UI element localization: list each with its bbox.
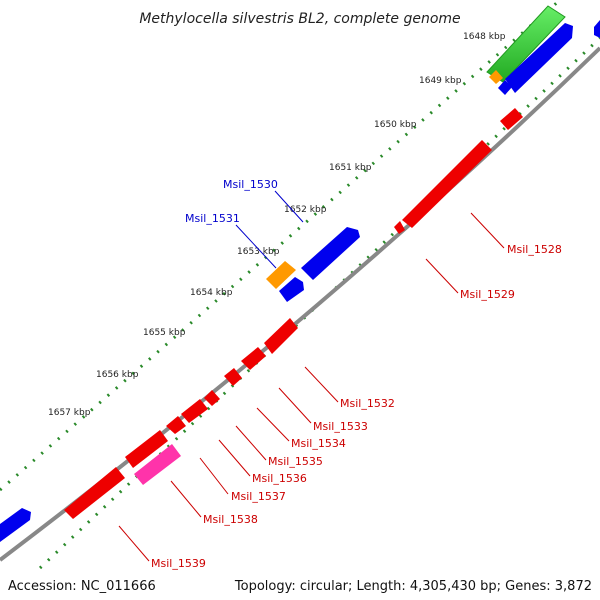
tick-label: 1655 kbp — [143, 328, 186, 338]
leader-line-msil-1535 — [235, 425, 267, 461]
map-title: Methylocella silvestris BL2, complete ge… — [139, 11, 460, 27]
tick-label: 1652 kbp — [284, 205, 327, 215]
reverse-gene-msil-1535[interactable] — [204, 390, 220, 406]
gene-label-msil-1532[interactable]: Msil_1532 — [340, 397, 395, 410]
tick-label: 1649 kbp — [419, 76, 462, 86]
reverse-gene-msil-1539[interactable] — [64, 467, 125, 519]
leader-line-msil-1537 — [199, 457, 229, 495]
leader-line-msil-1529 — [425, 258, 459, 294]
gene-label-msil-1531[interactable]: Msil_1531 — [185, 212, 240, 225]
reverse-gene — [125, 430, 168, 468]
orange-feature — [489, 70, 503, 84]
label-leader-lines — [118, 190, 505, 562]
tick-label: 1656 kbp — [96, 370, 139, 380]
gene-label-msil-1538[interactable]: Msil_1538 — [203, 513, 258, 526]
gene-label-msil-1534[interactable]: Msil_1534 — [291, 437, 346, 450]
reverse-gene-msil-1532[interactable] — [264, 318, 298, 354]
leader-line-msil-1536 — [218, 439, 251, 477]
reverse-gene-msil-1533[interactable] — [241, 347, 266, 370]
reverse-gene-msil-1536[interactable] — [181, 399, 208, 423]
forward-gene — [594, 20, 600, 38]
reverse-gene-msil-1537[interactable] — [166, 416, 186, 434]
tick-label: 1650 kbp — [374, 120, 417, 130]
accession-text: Accession: NC_011666 — [8, 579, 156, 594]
leader-line-msil-1530 — [274, 190, 304, 223]
forward-gene — [505, 23, 573, 93]
forward-gene-msil-1531[interactable] — [279, 277, 304, 302]
tick-label: 1654 kbp — [190, 288, 233, 298]
reverse-features — [64, 108, 523, 519]
tick-label: 1651 kbp — [329, 163, 372, 173]
tick-labels: 1648 kbp 1649 kbp 1650 kbp 1651 kbp 1652… — [48, 32, 506, 418]
reverse-gene-msil-1529[interactable] — [394, 221, 405, 234]
gene-label-msil-1539[interactable]: Msil_1539 — [151, 557, 206, 570]
gene-label-msil-1528[interactable]: Msil_1528 — [507, 243, 562, 256]
genome-summary-text: Topology: circular; Length: 4,305,430 bp… — [234, 579, 592, 594]
leader-line-msil-1534 — [256, 407, 290, 442]
tick-label: 1657 kbp — [48, 408, 91, 418]
reverse-gene — [500, 108, 523, 130]
forward-gene — [498, 80, 512, 95]
forward-gene-msil-1530[interactable] — [301, 227, 360, 280]
leader-line-msil-1539 — [118, 525, 150, 562]
gene-label-msil-1537[interactable]: Msil_1537 — [231, 490, 286, 503]
gene-label-msil-1536[interactable]: Msil_1536 — [252, 472, 307, 485]
gene-label-msil-1530[interactable]: Msil_1530 — [223, 178, 278, 191]
leader-line-msil-1531 — [235, 224, 277, 269]
reverse-gene-msil-1534[interactable] — [224, 368, 242, 386]
forward-gene — [0, 508, 31, 542]
leader-line-msil-1532 — [304, 366, 339, 403]
forward-features — [0, 5, 600, 542]
reverse-gene-msil-1528[interactable] — [402, 140, 492, 228]
tick-label: 1648 kbp — [463, 32, 506, 42]
leader-line-msil-1538 — [170, 480, 202, 518]
magenta-feature-msil-1538[interactable] — [134, 444, 181, 485]
gene-label-msil-1533[interactable]: Msil_1533 — [313, 420, 368, 433]
leader-line-msil-1533 — [278, 387, 312, 424]
orange-feature — [266, 261, 296, 289]
gene-label-msil-1529[interactable]: Msil_1529 — [460, 288, 515, 301]
gene-labels: Msil_1530 Msil_1531 Msil_1528 Msil_1529 … — [151, 178, 562, 570]
leader-line-msil-1528 — [470, 212, 505, 249]
tick-label: 1653 kbp — [237, 247, 280, 257]
gene-label-msil-1535[interactable]: Msil_1535 — [268, 455, 323, 468]
